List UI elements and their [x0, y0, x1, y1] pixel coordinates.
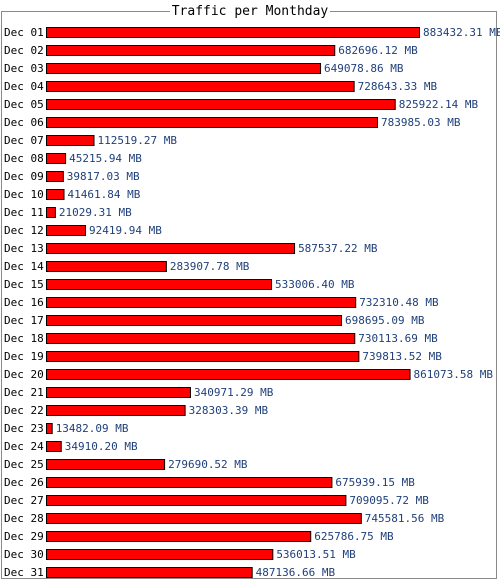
bar: [46, 99, 396, 110]
value-label: 328303.39 MB: [189, 404, 269, 417]
value-label: 739813.52 MB: [362, 350, 442, 363]
category-label: Dec 08: [4, 152, 44, 165]
value-label: 825922.14 MB: [399, 98, 479, 111]
category-label: Dec 16: [4, 296, 44, 309]
value-label: 883432.31 MB: [423, 26, 500, 39]
chart-title-wrap: Traffic per Monthday: [0, 4, 500, 20]
value-label: 861073.58 MB: [414, 368, 494, 381]
bar: [46, 117, 379, 128]
bar: [46, 153, 67, 164]
value-label: 732310.48 MB: [359, 296, 439, 309]
category-label: Dec 29: [4, 530, 44, 543]
bar: [46, 333, 356, 344]
category-label: Dec 24: [4, 440, 44, 453]
value-label: 649078.86 MB: [324, 62, 404, 75]
value-label: 698695.09 MB: [345, 314, 425, 327]
value-label: 92419.94 MB: [89, 224, 162, 237]
category-label: Dec 25: [4, 458, 44, 471]
category-label: Dec 13: [4, 242, 44, 255]
category-label: Dec 12: [4, 224, 44, 237]
category-label: Dec 15: [4, 278, 44, 291]
bar: [46, 441, 62, 452]
bar: [46, 369, 411, 380]
bar: [46, 261, 167, 272]
category-label: Dec 11: [4, 206, 44, 219]
bar: [46, 207, 56, 218]
category-label: Dec 21: [4, 386, 44, 399]
category-label: Dec 06: [4, 116, 44, 129]
value-label: 112519.27 MB: [98, 134, 178, 147]
value-label: 709095.72 MB: [349, 494, 429, 507]
value-label: 625786.75 MB: [314, 530, 394, 543]
value-label: 39817.03 MB: [67, 170, 140, 183]
bar: [46, 189, 65, 200]
bar: [46, 45, 336, 56]
bar: [46, 27, 420, 38]
category-label: Dec 26: [4, 476, 44, 489]
category-label: Dec 20: [4, 368, 44, 381]
category-label: Dec 07: [4, 134, 44, 147]
value-label: 533006.40 MB: [275, 278, 355, 291]
category-label: Dec 01: [4, 26, 44, 39]
value-label: 34910.20 MB: [65, 440, 138, 453]
bar: [46, 477, 333, 488]
value-label: 675939.15 MB: [335, 476, 415, 489]
bar: [46, 531, 312, 542]
category-label: Dec 30: [4, 548, 44, 561]
bar: [46, 135, 95, 146]
category-label: Dec 03: [4, 62, 44, 75]
category-label: Dec 17: [4, 314, 44, 327]
value-label: 682696.12 MB: [338, 44, 418, 57]
value-label: 745581.56 MB: [365, 512, 445, 525]
category-label: Dec 05: [4, 98, 44, 111]
bar: [46, 405, 186, 416]
category-label: Dec 04: [4, 80, 44, 93]
category-label: Dec 19: [4, 350, 44, 363]
bar: [46, 279, 273, 290]
value-label: 728643.33 MB: [358, 80, 438, 93]
category-label: Dec 18: [4, 332, 44, 345]
value-label: 536013.51 MB: [276, 548, 356, 561]
value-label: 730113.69 MB: [358, 332, 438, 345]
bar: [46, 81, 355, 92]
bar: [46, 423, 53, 434]
value-label: 587537.22 MB: [298, 242, 378, 255]
value-label: 340971.29 MB: [194, 386, 274, 399]
bar: [46, 567, 253, 578]
chart-title: Traffic per Monthday: [169, 4, 331, 19]
value-label: 41461.84 MB: [68, 188, 141, 201]
value-label: 783985.03 MB: [381, 116, 461, 129]
bar: [46, 459, 166, 470]
category-label: Dec 31: [4, 566, 44, 579]
bar: [46, 225, 87, 236]
category-label: Dec 02: [4, 44, 44, 57]
bar: [46, 513, 362, 524]
category-label: Dec 10: [4, 188, 44, 201]
bar: [46, 549, 274, 560]
bar: [46, 387, 191, 398]
bar: [46, 351, 360, 362]
bar: [46, 297, 357, 308]
bar: [46, 171, 64, 182]
category-label: Dec 22: [4, 404, 44, 417]
category-label: Dec 09: [4, 170, 44, 183]
value-label: 45215.94 MB: [69, 152, 142, 165]
category-label: Dec 14: [4, 260, 44, 273]
value-label: 487136.66 MB: [256, 566, 336, 579]
value-label: 279690.52 MB: [168, 458, 248, 471]
bar: [46, 243, 296, 254]
bar: [46, 63, 322, 74]
bar: [46, 315, 343, 326]
category-label: Dec 23: [4, 422, 44, 435]
value-label: 13482.09 MB: [56, 422, 129, 435]
value-label: 283907.78 MB: [170, 260, 250, 273]
category-label: Dec 28: [4, 512, 44, 525]
value-label: 21029.31 MB: [59, 206, 132, 219]
bar: [46, 495, 347, 506]
category-label: Dec 27: [4, 494, 44, 507]
